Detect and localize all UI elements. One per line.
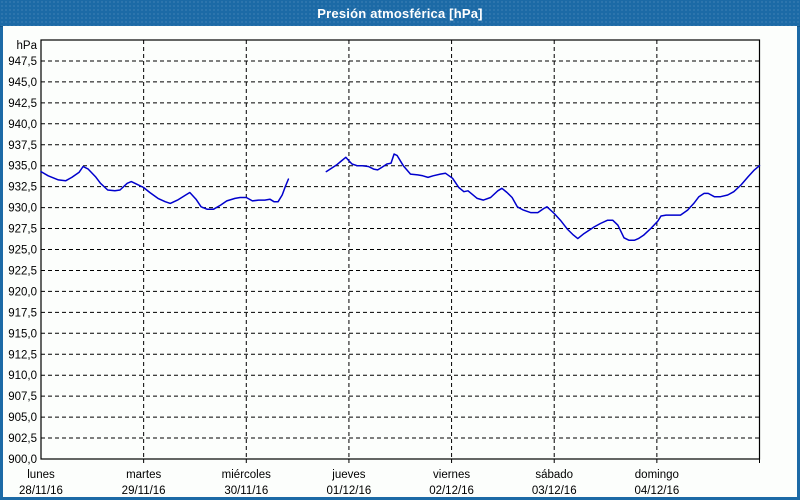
y-tick-label: 940,0 bbox=[8, 119, 37, 131]
day-date-label: 01/12/16 bbox=[327, 485, 372, 497]
day-name-label: martes bbox=[126, 469, 161, 481]
y-tick-label: 922,5 bbox=[8, 265, 37, 277]
day-date-label: 28/11/16 bbox=[19, 485, 63, 497]
y-tick-label: 907,5 bbox=[8, 391, 37, 403]
day-date-label: 04/12/16 bbox=[634, 485, 679, 497]
y-tick-label: 927,5 bbox=[8, 224, 37, 236]
y-axis-unit-label: hPa bbox=[17, 40, 38, 52]
pressure-line-segment bbox=[325, 153, 761, 242]
day-name-label: sábado bbox=[535, 469, 573, 481]
day-name-label: jueves bbox=[331, 469, 365, 481]
day-name-label: domingo bbox=[635, 469, 679, 481]
plot-border bbox=[40, 39, 761, 460]
y-tick-label: 912,5 bbox=[8, 349, 37, 361]
day-date-label: 30/11/16 bbox=[224, 485, 268, 497]
day-date-label: 29/11/16 bbox=[122, 485, 166, 497]
y-tick-label: 910,0 bbox=[8, 370, 37, 382]
day-date-label: 02/12/16 bbox=[429, 485, 474, 497]
y-tick-label: 932,5 bbox=[8, 182, 37, 194]
pressure-line-segment bbox=[40, 165, 290, 211]
y-tick-label: 920,0 bbox=[8, 286, 37, 298]
y-tick-label: 945,0 bbox=[8, 77, 37, 89]
y-tick-label: 930,0 bbox=[8, 203, 37, 215]
day-date-label: 03/12/16 bbox=[532, 485, 577, 497]
day-name-label: miércoles bbox=[222, 469, 271, 481]
y-tick-label: 917,5 bbox=[8, 307, 37, 319]
y-tick-label: 905,0 bbox=[8, 412, 37, 424]
y-tick-label: 935,0 bbox=[8, 161, 37, 173]
day-name-label: viernes bbox=[433, 469, 470, 481]
y-tick-label: 902,5 bbox=[8, 433, 37, 445]
y-tick-label: 947,5 bbox=[8, 56, 37, 68]
window-title: Presión atmosférica [hPa] bbox=[317, 5, 483, 21]
title-bar: Presión atmosférica [hPa] bbox=[0, 0, 800, 27]
y-tick-label: 925,0 bbox=[8, 245, 37, 257]
chart-panel: 947,5 945,0 942,5 940,0 937,5 935,0 932,5 930,0… bbox=[3, 26, 797, 497]
y-tick-label: 900,0 bbox=[8, 454, 37, 466]
y-tick-label: 942,5 bbox=[8, 98, 37, 110]
y-tick-label: 937,5 bbox=[8, 140, 37, 152]
y-tick-label: 915,0 bbox=[8, 328, 37, 340]
day-name-label: lunes bbox=[27, 469, 55, 481]
